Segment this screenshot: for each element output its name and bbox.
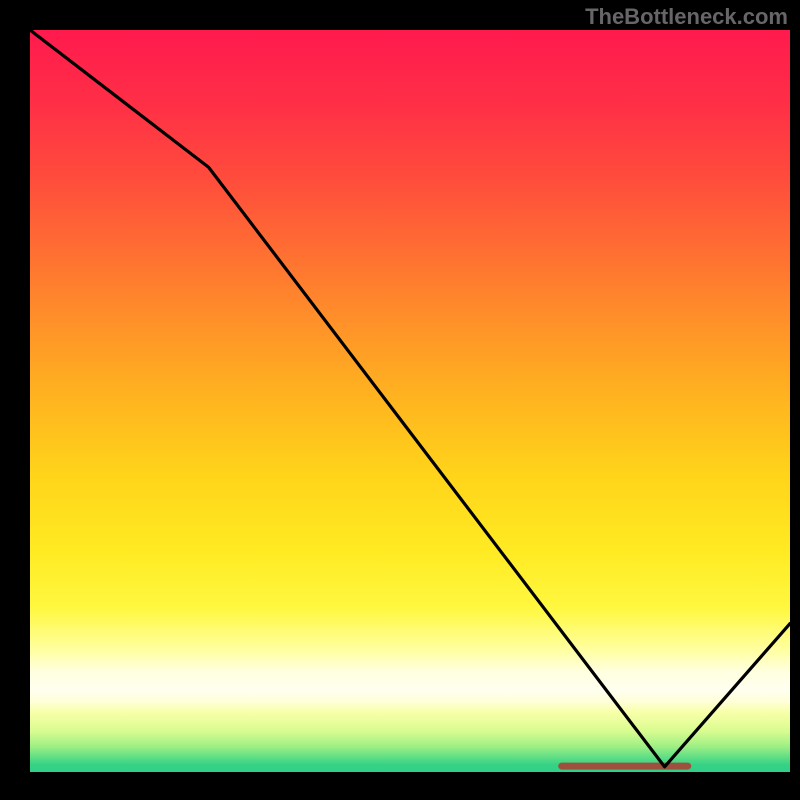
marker-band [558,763,691,770]
watermark-text: TheBottleneck.com [585,4,788,30]
chart-plot-area [30,30,790,772]
gradient-background [30,30,790,772]
chart-svg [30,30,790,772]
